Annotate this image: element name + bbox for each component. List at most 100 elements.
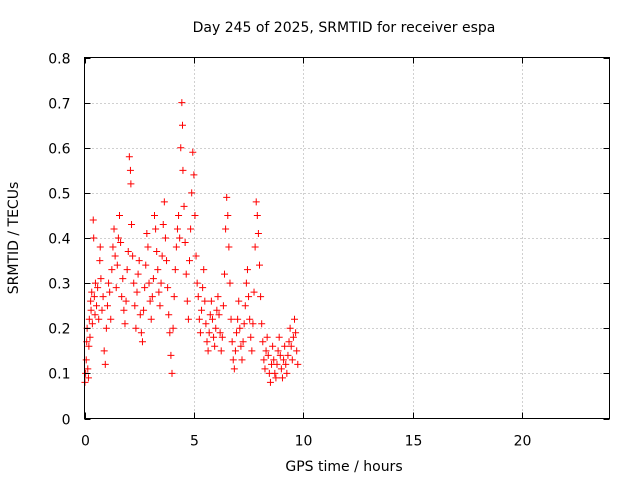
- data-point: [187, 225, 195, 233]
- data-point: [271, 369, 279, 377]
- data-point: [148, 293, 156, 301]
- data-point: [136, 311, 144, 319]
- data-point: [217, 347, 225, 355]
- data-point: [194, 293, 202, 301]
- data-point: [280, 356, 288, 364]
- data-point: [206, 311, 214, 319]
- data-point: [189, 148, 197, 156]
- data-point: [131, 302, 139, 310]
- data-point: [109, 243, 117, 251]
- data-point: [93, 302, 101, 310]
- data-point: [143, 229, 151, 237]
- data-point: [118, 293, 126, 301]
- data-point: [122, 297, 130, 305]
- data-point: [245, 293, 253, 301]
- data-point: [119, 275, 127, 283]
- data-point: [278, 374, 286, 382]
- data-point: [172, 243, 180, 251]
- x-tick-label: 15: [405, 434, 423, 450]
- data-point: [276, 351, 284, 359]
- data-point: [284, 351, 292, 359]
- data-point: [253, 211, 261, 219]
- data-point: [134, 270, 142, 278]
- data-point: [292, 329, 300, 337]
- data-point: [82, 356, 90, 364]
- data-point: [246, 315, 254, 323]
- x-axis-label: GPS time / hours: [285, 459, 402, 475]
- data-point: [158, 252, 166, 260]
- data-point: [237, 342, 245, 350]
- data-point: [159, 220, 167, 228]
- data-point: [165, 311, 173, 319]
- data-point: [235, 297, 243, 305]
- data-point: [133, 288, 141, 296]
- data-point: [226, 279, 234, 287]
- data-point: [286, 324, 294, 332]
- data-point: [112, 284, 120, 292]
- data-point: [161, 234, 169, 242]
- data-point: [103, 302, 111, 310]
- x-tick-label: 0: [81, 434, 90, 450]
- data-point: [241, 302, 249, 310]
- data-point: [183, 297, 191, 305]
- data-point: [188, 189, 196, 197]
- data-point: [117, 239, 125, 247]
- data-point: [249, 320, 257, 328]
- data-point: [154, 266, 162, 274]
- data-point: [170, 293, 178, 301]
- data-point: [193, 279, 201, 287]
- data-point: [236, 324, 244, 332]
- data-point: [90, 234, 98, 242]
- data-point: [233, 329, 241, 337]
- data-point: [169, 324, 177, 332]
- data-point: [176, 234, 184, 242]
- data-point: [196, 329, 204, 337]
- data-point: [239, 338, 247, 346]
- data-point: [207, 297, 215, 305]
- data-point: [251, 243, 259, 251]
- data-point: [266, 378, 274, 386]
- data-point: [132, 324, 140, 332]
- data-point: [85, 342, 93, 350]
- data-point: [156, 302, 164, 310]
- data-point: [180, 202, 188, 210]
- data-point: [163, 257, 171, 265]
- data-point: [208, 315, 216, 323]
- data-point: [94, 284, 102, 292]
- data-point: [87, 306, 95, 314]
- data-point: [248, 347, 256, 355]
- data-point: [84, 374, 92, 382]
- x-tick-label: 10: [295, 434, 313, 450]
- data-point: [288, 356, 296, 364]
- data-point: [198, 306, 206, 314]
- data-point: [87, 297, 95, 305]
- data-point: [88, 288, 96, 296]
- data-point: [227, 315, 235, 323]
- data-point: [123, 266, 131, 274]
- data-point: [171, 266, 179, 274]
- data-point: [182, 270, 190, 278]
- y-tick-label: 0.7: [48, 97, 70, 113]
- data-point: [160, 198, 168, 206]
- data-point: [240, 320, 248, 328]
- data-point: [202, 320, 210, 328]
- data-point: [107, 315, 115, 323]
- data-point: [289, 333, 297, 341]
- data-point: [252, 198, 260, 206]
- data-point: [270, 356, 278, 364]
- chart-title: Day 245 of 2025, SRMTID for receiver esp…: [193, 20, 496, 36]
- data-point: [127, 180, 135, 188]
- data-point: [128, 220, 136, 228]
- data-point: [86, 333, 94, 341]
- data-point: [137, 329, 145, 337]
- data-point: [281, 342, 289, 350]
- data-point: [282, 360, 290, 368]
- data-point: [101, 360, 109, 368]
- data-points: [81, 99, 302, 386]
- data-point: [97, 275, 105, 283]
- data-point: [192, 252, 200, 260]
- y-tick-label: 0.2: [48, 322, 70, 338]
- data-point: [113, 261, 121, 269]
- x-tick-label: 20: [514, 434, 532, 450]
- data-point: [90, 293, 98, 301]
